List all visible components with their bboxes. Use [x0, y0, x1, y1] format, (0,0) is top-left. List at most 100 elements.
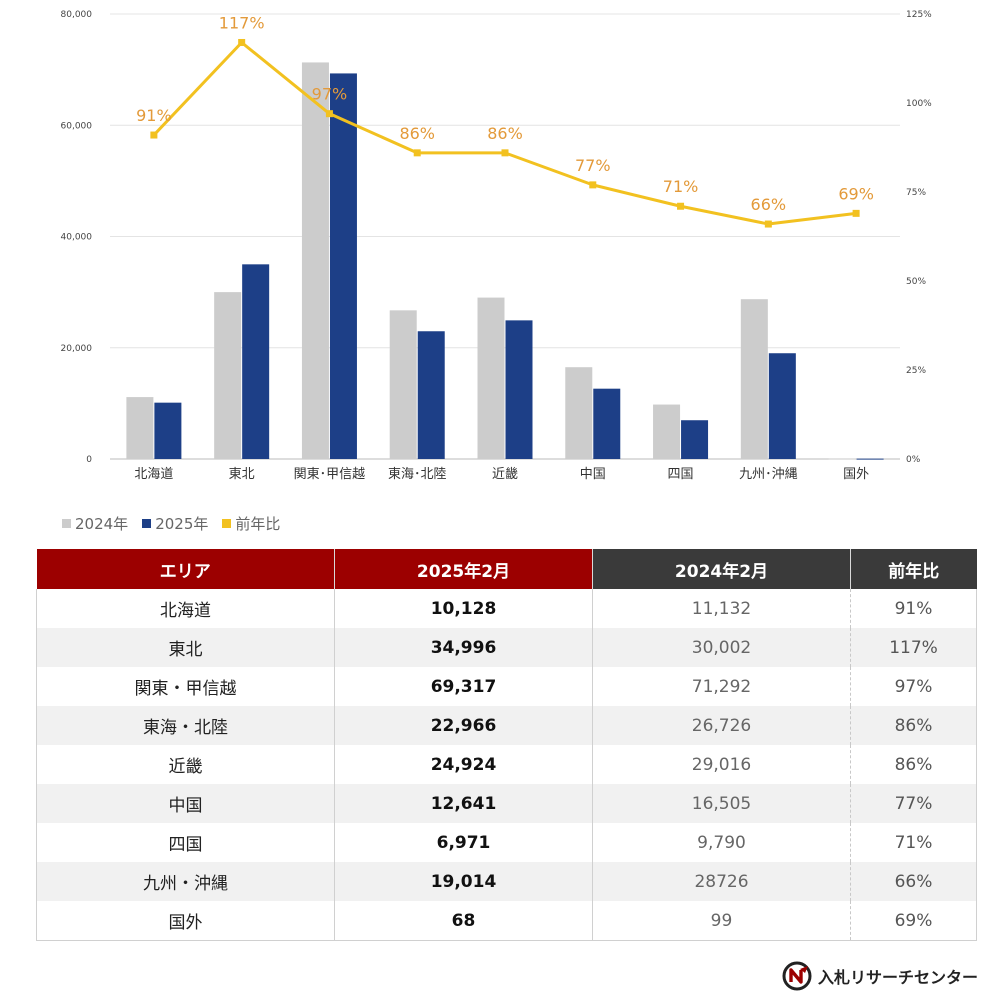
- y-tick-label: 60,000: [61, 121, 93, 131]
- ratio-data-label: 91%: [136, 106, 172, 125]
- cell-area: 国外: [36, 901, 335, 941]
- y2-tick-label: 125%: [906, 10, 932, 20]
- ratio-data-label: 71%: [663, 177, 699, 196]
- ratio-point: [764, 220, 772, 228]
- cell-2025: 69,317: [334, 667, 593, 706]
- ratio-point: [150, 131, 158, 139]
- y-tick-label: 40,000: [61, 233, 93, 243]
- cell-ratio: 66%: [850, 862, 977, 901]
- cell-area: 四国: [36, 823, 335, 862]
- bar-2025: [329, 73, 357, 459]
- cell-area: 近畿: [36, 745, 335, 784]
- cell-area: 東北: [36, 628, 335, 667]
- chart-gridlines: [110, 13, 900, 460]
- ratio-data-label: 86%: [399, 124, 435, 143]
- legend-swatch-ratio: [222, 518, 232, 528]
- cell-ratio: 71%: [850, 823, 977, 862]
- bar-2024: [477, 297, 505, 459]
- ratio-data-label: 69%: [838, 184, 874, 203]
- y-axis-left: 0 20,000 40,000 60,000 80,000: [61, 10, 93, 465]
- legend-item-ratio: 前年比: [222, 513, 280, 534]
- x-tick-label: 四国: [668, 467, 694, 482]
- bar-2024: [565, 367, 593, 459]
- y-tick-label: 0: [86, 455, 92, 465]
- cell-ratio: 97%: [850, 667, 977, 706]
- bar-2024: [740, 299, 768, 459]
- ratio-data-label: 117%: [219, 13, 265, 32]
- cell-ratio: 117%: [850, 628, 977, 667]
- cell-area: 北海道: [36, 589, 335, 628]
- bar-2025: [856, 458, 884, 460]
- cell-2025: 34,996: [334, 628, 593, 667]
- cell-2024: 71,292: [592, 667, 851, 706]
- brand-logo: 入札リサーチセンター: [782, 961, 978, 991]
- bar-2024: [214, 292, 242, 459]
- cell-area: 東海・北陸: [36, 706, 335, 745]
- cell-2024: 29,016: [592, 745, 851, 784]
- cell-2025: 22,966: [334, 706, 593, 745]
- bar-2025: [242, 264, 270, 459]
- ratio-point: [677, 202, 685, 210]
- table-row: 四国 6,971 9,790 71%: [36, 823, 977, 862]
- cell-2025: 10,128: [334, 589, 593, 628]
- y2-tick-label: 100%: [906, 99, 932, 109]
- y2-tick-label: 0%: [906, 455, 921, 465]
- y-axis-right: 0% 25% 50% 75% 100% 125%: [906, 10, 932, 465]
- table-row: 東海・北陸 22,966 26,726 86%: [36, 706, 977, 745]
- cell-2024: 11,132: [592, 589, 851, 628]
- nyusatsu-logo-icon: [782, 961, 812, 991]
- ratio-point: [589, 181, 597, 189]
- legend-swatch-2025: [142, 518, 152, 528]
- table-row: 九州・沖縄 19,014 28726 66%: [36, 862, 977, 901]
- x-tick-label: 関東･甲信越: [294, 466, 366, 482]
- y2-tick-label: 25%: [906, 366, 926, 376]
- x-tick-label: 北海道: [134, 467, 173, 482]
- table-row: 中国 12,641 16,505 77%: [36, 784, 977, 823]
- y-tick-label: 20,000: [61, 344, 93, 354]
- bar-2025: [417, 331, 445, 459]
- bar-2025: [593, 388, 621, 459]
- ratio-data-label: 77%: [575, 156, 611, 175]
- legend-label-2025: 2025年: [155, 514, 209, 533]
- ratio-point: [501, 149, 509, 157]
- header-area: エリア: [36, 549, 335, 589]
- cell-ratio: 69%: [850, 901, 977, 941]
- bar-2024: [126, 397, 154, 459]
- cell-2025: 68: [334, 901, 593, 941]
- bar-2024: [389, 310, 417, 459]
- bar-2024: [301, 62, 329, 459]
- cell-area: 九州・沖縄: [36, 862, 335, 901]
- table-row: 近畿 24,924 29,016 86%: [36, 745, 977, 784]
- ratio-data-label: 66%: [751, 195, 787, 214]
- ratio-point: [325, 110, 333, 118]
- cell-2025: 12,641: [334, 784, 593, 823]
- x-tick-label: 九州･沖縄: [739, 467, 798, 482]
- ratio-line-series: 91% 117% 97% 86% 86% 77% 71% 66% 69%: [136, 13, 874, 228]
- header-2024: 2024年2月: [592, 549, 851, 589]
- cell-ratio: 77%: [850, 784, 977, 823]
- x-tick-label: 中国: [580, 467, 606, 482]
- header-ratio: 前年比: [850, 549, 977, 589]
- legend-swatch-2024: [62, 518, 71, 528]
- chart-legend: 2024年 2025年 前年比: [62, 512, 280, 534]
- legend-label-ratio: 前年比: [235, 514, 281, 533]
- ratio-point: [413, 149, 421, 157]
- cell-2025: 24,924: [334, 745, 593, 784]
- cell-2025: 19,014: [334, 862, 593, 901]
- ratio-point: [852, 209, 860, 217]
- x-tick-label: 近畿: [492, 467, 518, 482]
- y2-tick-label: 50%: [906, 277, 926, 287]
- brand-name: 入札リサーチセンター: [818, 968, 979, 987]
- cell-2024: 30,002: [592, 628, 851, 667]
- legend-label-2024: 2024年: [75, 514, 129, 533]
- bar-2024: [828, 458, 856, 460]
- table-row: 東北 34,996 30,002 117%: [36, 628, 977, 667]
- cell-2024: 28726: [592, 862, 851, 901]
- header-2025: 2025年2月: [334, 549, 593, 589]
- table-row: 北海道 10,128 11,132 91%: [36, 589, 977, 628]
- cell-2024: 99: [592, 901, 851, 941]
- area-data-table: エリア 2025年2月 2024年2月 前年比 北海道 10,128 11,13…: [36, 549, 977, 941]
- cell-2024: 9,790: [592, 823, 851, 862]
- table-row: 関東・甲信越 69,317 71,292 97%: [36, 667, 977, 706]
- y-tick-label: 80,000: [61, 10, 93, 20]
